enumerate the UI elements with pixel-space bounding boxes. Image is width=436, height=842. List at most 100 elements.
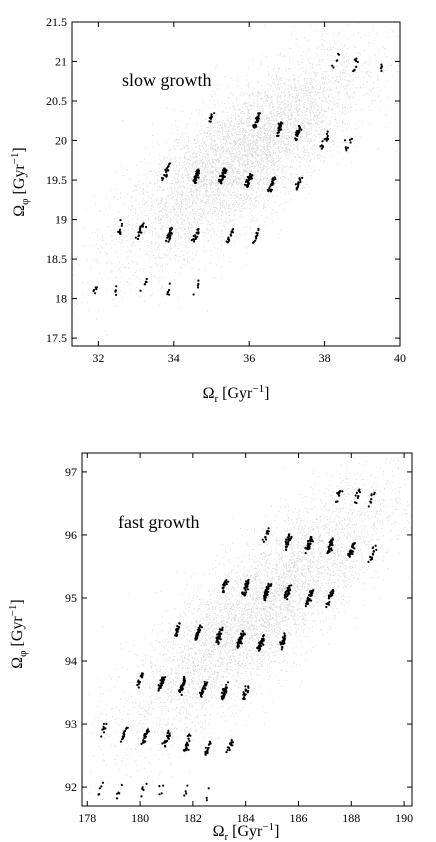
data-point — [341, 490, 344, 493]
data-point — [247, 180, 250, 183]
data-point — [157, 687, 160, 690]
x-tick-label: 182 — [184, 811, 202, 825]
y-tick-label: 21.5 — [46, 15, 67, 29]
data-point — [246, 175, 249, 179]
data-point — [343, 139, 347, 142]
clump-22 — [114, 285, 118, 296]
data-point — [287, 534, 291, 538]
data-point — [244, 584, 247, 588]
clump-28 — [119, 726, 129, 743]
x-tick-label: 38 — [319, 351, 331, 365]
axis-ticks: 32 34 36 38 40 17.5 18 18.5 19 19.5 20 20.5 21 21.5 — [46, 15, 406, 365]
data-point — [323, 138, 326, 141]
data-point — [115, 797, 119, 800]
clump-3 — [208, 112, 216, 123]
data-point — [369, 555, 372, 559]
data-point — [243, 692, 246, 695]
data-point — [142, 788, 145, 792]
data-point — [223, 693, 226, 696]
data-point — [289, 589, 292, 592]
data-point — [180, 684, 183, 687]
x-tick-label: 186 — [289, 811, 307, 825]
data-point — [267, 582, 270, 586]
data-point — [123, 733, 126, 736]
data-point — [295, 139, 298, 142]
background-cloud — [82, 457, 413, 800]
x-tick-label: 40 — [394, 351, 406, 365]
data-point — [327, 603, 330, 606]
data-point — [137, 234, 141, 237]
data-point — [284, 596, 287, 599]
data-point — [225, 751, 228, 754]
data-point — [104, 727, 107, 730]
clump-20 — [252, 227, 260, 244]
data-point — [140, 231, 143, 234]
y-tick-label: 18.5 — [46, 252, 67, 266]
data-point — [330, 543, 334, 546]
data-point — [242, 696, 246, 699]
clump-8 — [367, 544, 378, 564]
data-point — [218, 628, 222, 631]
data-point — [241, 591, 244, 595]
data-point — [180, 688, 184, 691]
data-point — [205, 796, 208, 800]
data-point — [159, 686, 162, 690]
data-point — [197, 286, 200, 289]
data-point — [94, 286, 97, 289]
data-point — [297, 131, 300, 134]
data-point — [373, 493, 376, 496]
data-point — [120, 222, 124, 225]
data-point — [102, 722, 105, 726]
data-point — [163, 744, 167, 748]
data-point — [370, 558, 374, 561]
x-tick-label: 190 — [395, 811, 413, 825]
data-point — [168, 163, 171, 166]
data-point — [102, 731, 106, 734]
data-point — [115, 293, 118, 296]
data-point — [230, 231, 233, 234]
data-point — [165, 170, 168, 174]
data-point — [344, 146, 347, 149]
data-point — [266, 529, 269, 533]
data-point — [203, 680, 206, 683]
data-point — [295, 186, 298, 190]
data-point — [327, 597, 331, 600]
data-point — [221, 178, 224, 181]
data-point — [168, 235, 171, 239]
data-point — [197, 231, 200, 234]
data-point — [197, 176, 200, 179]
data-point — [157, 689, 160, 692]
clump-30 — [161, 729, 171, 748]
data-point — [218, 633, 222, 637]
data-point — [166, 732, 169, 735]
data-point — [143, 737, 146, 740]
data-point — [307, 545, 311, 548]
data-point — [184, 747, 187, 751]
data-point — [239, 639, 242, 643]
data-point — [119, 219, 122, 222]
data-point — [295, 132, 298, 135]
data-point — [305, 547, 308, 550]
data-point — [145, 278, 148, 281]
data-point — [183, 677, 186, 680]
data-point — [297, 124, 301, 128]
data-point — [142, 222, 145, 225]
data-point — [244, 589, 247, 592]
data-point — [176, 624, 179, 628]
data-point — [168, 293, 171, 296]
data-point — [258, 112, 261, 115]
data-point — [355, 491, 358, 494]
data-point — [309, 539, 312, 542]
clump-13 — [304, 589, 315, 608]
data-point — [326, 552, 329, 555]
data-point — [277, 134, 280, 137]
data-point — [180, 693, 183, 697]
orbit-clumps — [92, 52, 384, 296]
clump-25 — [220, 681, 230, 701]
data-point — [250, 177, 254, 180]
data-point — [92, 290, 95, 293]
data-point — [269, 183, 272, 187]
clump-17 — [165, 226, 174, 243]
data-point — [367, 560, 370, 564]
data-point — [257, 227, 260, 230]
